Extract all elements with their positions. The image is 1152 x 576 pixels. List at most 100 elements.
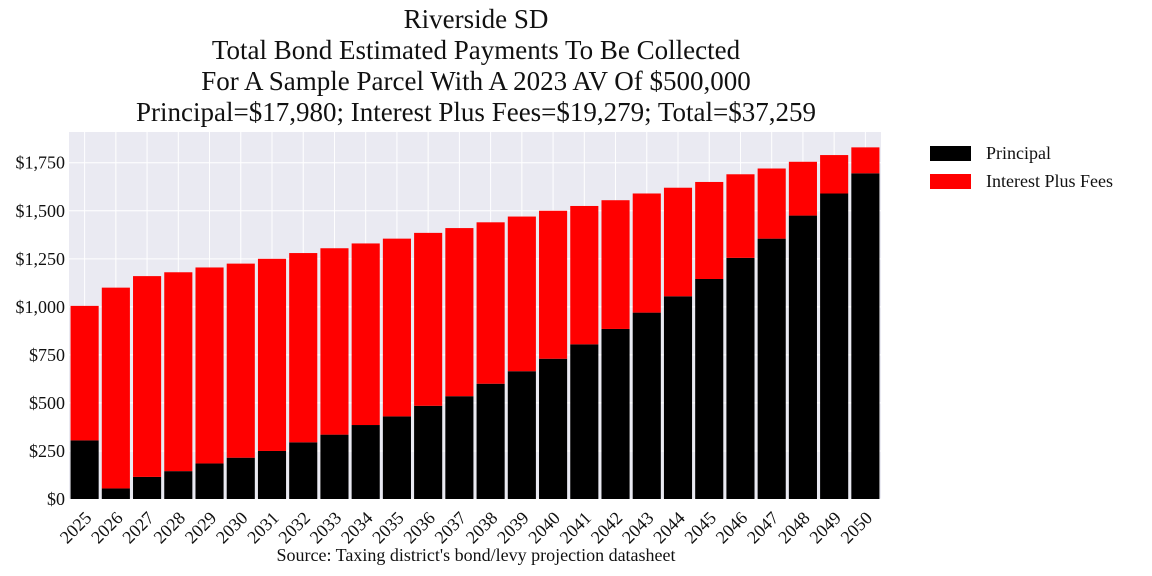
x-tick-label: 2047: [743, 508, 783, 548]
bar-interest: [101, 287, 130, 489]
bar-principal: [507, 371, 536, 499]
x-tick-label: 2039: [493, 508, 533, 548]
bar-principal: [695, 278, 724, 499]
x-tick-label: 2049: [805, 508, 845, 548]
bar-principal: [601, 328, 630, 499]
bar-interest: [351, 243, 380, 426]
y-tick-label: $250: [29, 441, 65, 461]
bar-principal: [101, 488, 130, 499]
bar-principal: [289, 442, 318, 499]
bar-principal: [445, 396, 474, 499]
bar-interest: [133, 276, 162, 477]
bar-principal: [320, 434, 349, 499]
bar-principal: [351, 425, 380, 499]
x-tick-label: 2030: [212, 508, 252, 548]
legend-label-interest: Interest Plus Fees: [986, 170, 1113, 191]
bar-interest: [382, 238, 411, 417]
y-tick-label: $1,750: [16, 153, 66, 173]
bar-principal: [414, 405, 443, 499]
x-tick-label: 2032: [274, 508, 314, 548]
y-tick-label: $0: [47, 489, 65, 509]
bar-interest: [257, 258, 287, 451]
x-tick-label: 2034: [337, 508, 377, 548]
bar-principal: [570, 344, 599, 499]
legend-swatch-principal: [930, 145, 971, 161]
x-tick-label: 2038: [462, 508, 502, 548]
bar-principal: [476, 383, 505, 499]
bar-principal: [788, 215, 817, 499]
bar-principal: [164, 471, 193, 499]
legend-item-principal: Principal: [930, 139, 1113, 167]
bar-principal: [820, 193, 849, 499]
bar-interest: [851, 147, 880, 174]
bar-interest: [601, 200, 630, 329]
bar-principal: [539, 358, 568, 499]
legend: Principal Interest Plus Fees: [930, 139, 1113, 195]
bar-interest: [320, 248, 349, 435]
bar-interest: [414, 232, 443, 406]
chart-title-line-4: Principal=$17,980; Interest Plus Fees=$1…: [136, 97, 816, 127]
bar-interest: [726, 174, 755, 258]
chart-title-line-2: Total Bond Estimated Payments To Be Coll…: [211, 35, 741, 65]
legend-item-interest: Interest Plus Fees: [930, 167, 1113, 195]
x-tick-label: 2025: [56, 508, 96, 548]
y-tick-label: $500: [29, 393, 65, 413]
bar-interest: [226, 263, 255, 458]
bar-interest: [695, 181, 724, 279]
bar-interest: [70, 305, 99, 441]
x-tick-label: 2029: [181, 508, 221, 548]
bar-interest: [507, 216, 536, 372]
x-tick-label: 2027: [118, 508, 158, 548]
x-tick-label: 2046: [712, 508, 752, 548]
x-tick-label: 2026: [87, 508, 127, 548]
bar-interest: [632, 193, 661, 313]
x-tick-label: 2031: [243, 508, 283, 548]
bar-principal: [133, 476, 162, 499]
bar-principal: [70, 440, 99, 499]
chart-title: Riverside SD Total Bond Estimated Paymen…: [0, 4, 952, 128]
bar-interest: [289, 253, 318, 443]
x-tick-label: 2028: [150, 508, 190, 548]
x-tick-label: 2036: [399, 508, 439, 548]
y-tick-label: $1,000: [16, 297, 66, 317]
bar-interest: [476, 222, 505, 384]
x-tick-label: 2037: [431, 508, 471, 548]
bar-interest: [820, 155, 849, 194]
x-tick-label: 2041: [556, 508, 596, 548]
x-tick-label: 2042: [587, 508, 627, 548]
x-tick-label: 2045: [680, 508, 720, 548]
chart-title-line-3: For A Sample Parcel With A 2023 AV Of $5…: [201, 66, 751, 96]
bar-principal: [632, 312, 661, 499]
x-tick-label: 2048: [774, 508, 814, 548]
bar-principal: [851, 173, 880, 499]
legend-swatch-interest: [930, 173, 971, 189]
bar-interest: [445, 228, 474, 397]
bar-interest: [788, 161, 817, 216]
bar-principal: [195, 463, 224, 499]
bar-interest: [757, 168, 786, 239]
x-tick-label: 2050: [837, 508, 877, 548]
bar-interest: [195, 267, 224, 464]
x-tick-label: 2044: [649, 508, 689, 548]
bar-principal: [726, 257, 755, 499]
bar-principal: [757, 238, 786, 499]
legend-label-principal: Principal: [986, 142, 1051, 163]
x-tick-label: 2033: [306, 508, 346, 548]
bar-principal: [382, 416, 411, 499]
chart-title-line-1: Riverside SD: [403, 4, 549, 34]
x-tick-label: 2035: [368, 508, 408, 548]
y-tick-label: $750: [29, 345, 65, 365]
x-tick-label: 2043: [618, 508, 658, 548]
source-note: Source: Taxing district's bond/levy proj…: [276, 545, 676, 565]
y-tick-label: $1,500: [16, 201, 66, 221]
bar-interest: [570, 205, 599, 345]
bar-principal: [663, 296, 693, 499]
bar-principal: [226, 457, 255, 499]
x-tick-label: 2040: [524, 508, 564, 548]
bar-principal: [257, 450, 287, 499]
bar-interest: [539, 210, 568, 359]
y-tick-label: $1,250: [16, 249, 66, 269]
bar-interest: [164, 272, 193, 472]
bar-interest: [663, 187, 693, 297]
